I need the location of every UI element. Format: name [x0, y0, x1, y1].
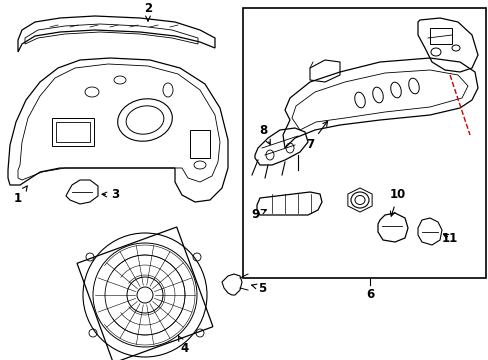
Text: 6: 6	[365, 288, 373, 302]
Text: 2: 2	[143, 1, 152, 21]
Text: 3: 3	[102, 189, 119, 202]
Bar	[56, 122, 90, 142]
Bar	[429, 28, 451, 44]
Text: 5: 5	[251, 282, 265, 294]
Text: 9: 9	[250, 208, 266, 221]
Text: 1: 1	[14, 186, 27, 204]
Text: 4: 4	[178, 336, 189, 355]
Text: 10: 10	[389, 189, 406, 216]
Bar	[243, 8, 485, 278]
Text: 7: 7	[305, 121, 327, 152]
Text: 11: 11	[441, 231, 457, 244]
Bar	[190, 130, 209, 158]
Bar	[52, 118, 94, 146]
Text: 8: 8	[258, 123, 270, 144]
